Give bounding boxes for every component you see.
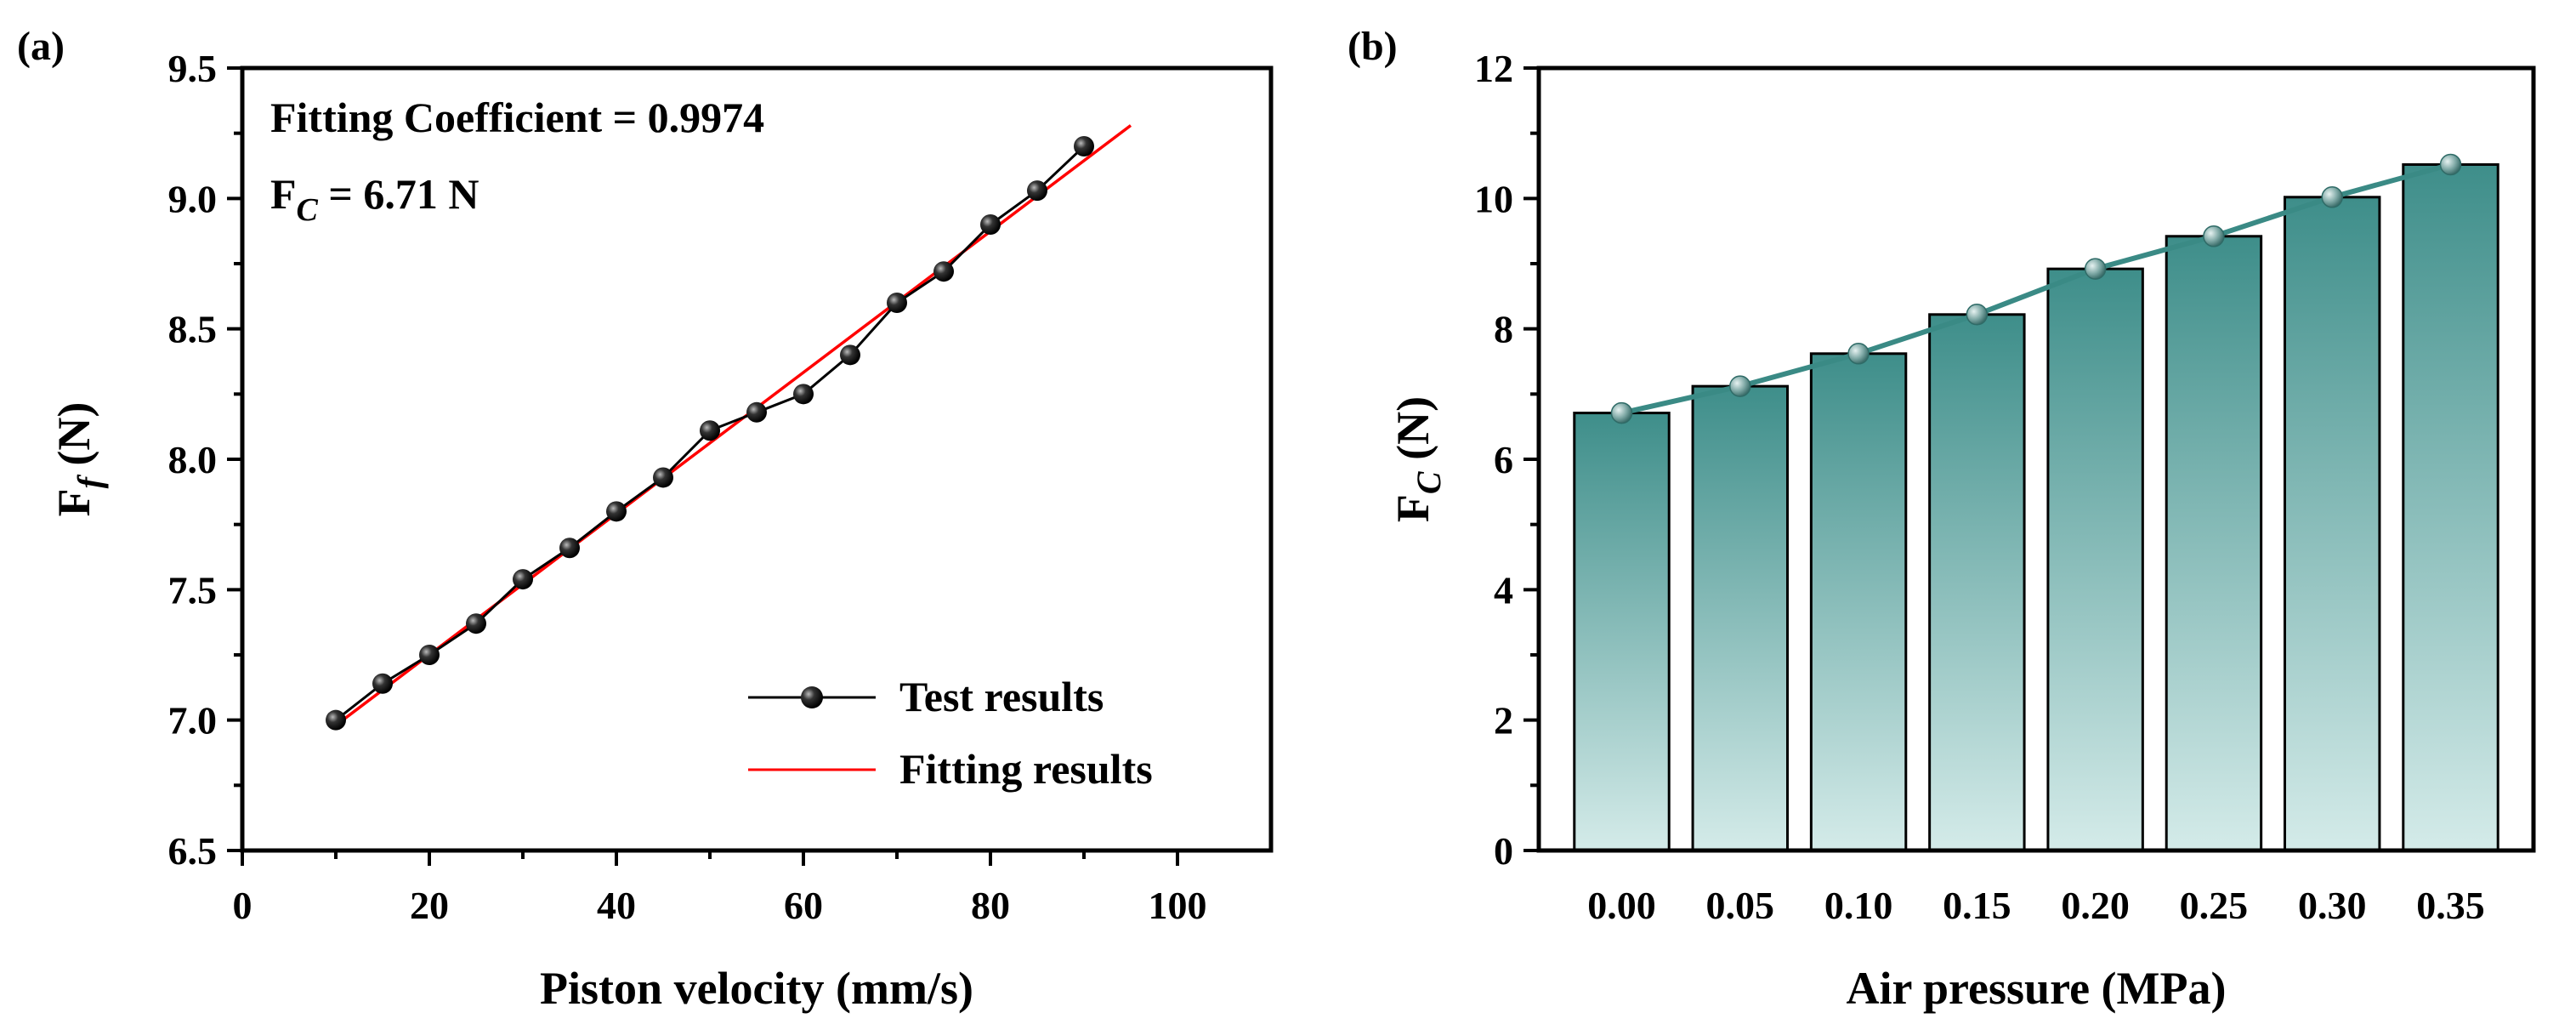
panel-a-x-axis-title: Piston velocity (mm/s) bbox=[540, 963, 973, 1014]
panel-b-y-tick-label: 10 bbox=[1474, 177, 1513, 220]
fc-trend-point bbox=[1729, 375, 1751, 397]
panel-a-x-tick-label: 0 bbox=[233, 884, 252, 927]
test-results-point bbox=[606, 501, 627, 522]
panel-b-x-tick-label: 0.20 bbox=[2061, 884, 2130, 927]
panel-a-y-axis-title-main: F bbox=[48, 488, 99, 516]
panel-a-plot-area bbox=[326, 124, 1132, 731]
fc-bar bbox=[1573, 412, 1671, 852]
panel-a-y-tick-label: 8.0 bbox=[168, 438, 218, 481]
fc-bar bbox=[2402, 162, 2499, 852]
panel-b-y-tick-label: 12 bbox=[1474, 47, 1513, 90]
fc-trend-point bbox=[1966, 304, 1989, 326]
panel-b-x-tick-label: 0.35 bbox=[2416, 884, 2485, 927]
test-results-point bbox=[559, 538, 580, 559]
test-results-point bbox=[933, 261, 954, 282]
panel-b-x-axis-title: Air pressure (MPa) bbox=[1847, 963, 2227, 1014]
panel-a-legend: Test results Fitting results bbox=[748, 673, 1153, 793]
test-results-point bbox=[326, 709, 346, 731]
test-results-point bbox=[419, 645, 440, 665]
panel-b-y-tick-label: 2 bbox=[1494, 699, 1513, 742]
panel-b-y-axis-title-sub: C bbox=[1410, 470, 1448, 494]
test-results-point bbox=[980, 214, 1001, 235]
panel-b-x-tick-label: 0.15 bbox=[1943, 884, 2011, 927]
test-results-point bbox=[653, 467, 673, 488]
test-results-point bbox=[1027, 180, 1047, 202]
panel-b-trend bbox=[1610, 153, 2462, 424]
fc-bar bbox=[1928, 313, 2026, 852]
panel-b-x-ticks: 0.00 0.05 0.10 0.15 0.20 0.25 0.30 0.35 bbox=[1587, 884, 2485, 927]
legend-fitting-results-label: Fitting results bbox=[899, 745, 1153, 793]
panel-b-x-tick-label: 0.30 bbox=[2298, 884, 2367, 927]
panel-a-x-tick-label: 80 bbox=[971, 884, 1010, 927]
panel-a-y-tick-label: 8.5 bbox=[168, 308, 218, 351]
panel-a-y-tick-label: 6.5 bbox=[168, 829, 218, 873]
panel-b-y-axis-title-main: F bbox=[1387, 494, 1438, 522]
panel-a-x-tick-label: 60 bbox=[784, 884, 823, 927]
panel-a-y-tick-label: 7.5 bbox=[168, 568, 218, 612]
test-results-point bbox=[513, 569, 533, 590]
fc-trend-point bbox=[1847, 343, 1870, 365]
panel-a-y-tick-label: 9.0 bbox=[168, 177, 218, 220]
panel-a-x-tick-label: 100 bbox=[1149, 884, 1207, 927]
fc-annotation-main: F bbox=[270, 170, 297, 218]
panel-a-y-axis-title-unit: (N) bbox=[48, 402, 99, 477]
panel-b-x-tick-label: 0.10 bbox=[1824, 884, 1893, 927]
panel-b-y-tick-label: 0 bbox=[1494, 829, 1513, 873]
panel-b-x-tick-label: 0.00 bbox=[1587, 884, 1656, 927]
panel-a-y-tick-label: 7.0 bbox=[168, 699, 218, 742]
fc-trend-point bbox=[2439, 153, 2462, 176]
panel-b-y-axis-title: FC (N) bbox=[1387, 396, 1448, 522]
panel-a-y-axis-title-sub: f bbox=[71, 474, 109, 488]
panel-b-y-tick-label: 8 bbox=[1494, 308, 1513, 351]
panel-a-x-tick-label: 20 bbox=[410, 884, 449, 927]
fc-trend-point bbox=[1610, 401, 1633, 424]
fc-trend-line bbox=[1620, 162, 2452, 416]
panel-b-y-axis-title-unit: (N) bbox=[1387, 396, 1438, 471]
panel-a-x-tick-label: 40 bbox=[597, 884, 636, 927]
test-results-point bbox=[840, 344, 860, 366]
fc-value-annotation: FC = 6.71 N bbox=[270, 170, 479, 228]
panel-a-y-ticks: 6.5 7.0 7.5 8.0 8.5 9.0 9.5 bbox=[168, 47, 242, 873]
panel-b-y-tick-label: 4 bbox=[1494, 568, 1513, 612]
panel-b-bars bbox=[1573, 162, 2499, 852]
panel-a-y-axis-title: Ff (N) bbox=[48, 402, 109, 517]
test-results-point bbox=[466, 613, 486, 634]
legend-test-marker-sample bbox=[801, 686, 823, 708]
panel-b-y-tick-label: 6 bbox=[1494, 438, 1513, 481]
panel-b-label: (b) bbox=[1348, 24, 1398, 69]
panel-b-x-tick-label: 0.05 bbox=[1706, 884, 1775, 927]
test-results-point bbox=[372, 673, 393, 694]
panel-a-y-tick-label: 9.5 bbox=[168, 47, 218, 90]
legend-test-results-label: Test results bbox=[899, 673, 1104, 720]
panel-a-x-ticks: 0 20 40 60 80 100 bbox=[233, 850, 1207, 927]
test-results-point bbox=[887, 293, 907, 313]
test-results-point bbox=[746, 401, 767, 423]
test-results-point bbox=[700, 420, 720, 441]
fitting-coefficient-annotation: Fitting Coefficient = 0.9974 bbox=[270, 94, 764, 141]
panel-b-y-ticks: 0 2 4 6 8 10 12 bbox=[1474, 47, 1539, 873]
fc-bar bbox=[2284, 196, 2381, 852]
fc-trend-point bbox=[2321, 186, 2343, 208]
fc-trend-point bbox=[2084, 258, 2107, 280]
panel-b-x-tick-label: 0.25 bbox=[2180, 884, 2249, 927]
fc-trend-point bbox=[2203, 225, 2225, 247]
panel-a: (a) 0 20 40 60 80 100 6.5 7.0 7.5 8.0 8.5 9.0 9.5 P… bbox=[17, 24, 1274, 1014]
fc-annotation-sub: C bbox=[297, 192, 319, 228]
test-results-point bbox=[793, 384, 814, 405]
panel-a-label: (a) bbox=[17, 24, 65, 69]
fc-bar bbox=[2165, 235, 2263, 852]
fc-bar bbox=[2046, 267, 2144, 852]
fc-annotation-rest: = 6.71 N bbox=[318, 170, 479, 218]
panel-b: (b) 0.00 0.05 0.10 0.15 0.20 0.25 0.30 0.35 0 2 4… bbox=[1348, 24, 2536, 1014]
test-results-point bbox=[1074, 136, 1094, 156]
fc-bar bbox=[1691, 384, 1789, 852]
fc-bar bbox=[1809, 352, 1908, 852]
